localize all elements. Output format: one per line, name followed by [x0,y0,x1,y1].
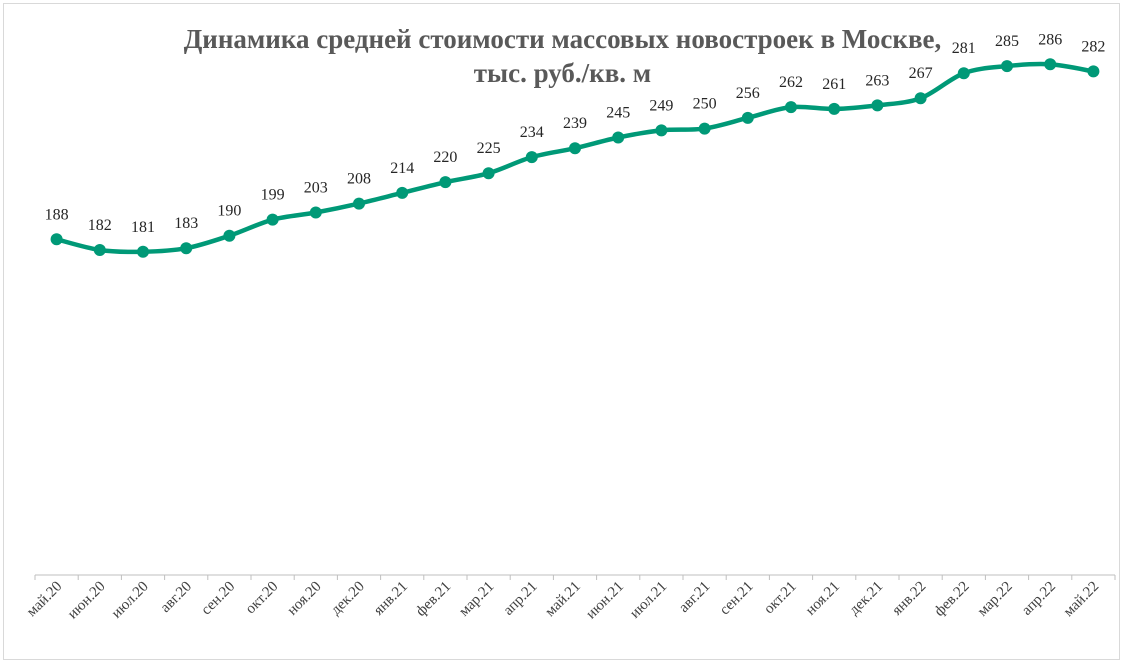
x-tick-label: мар.22 [975,579,1016,620]
data-point [137,245,149,258]
data-label: 281 [952,40,976,57]
data-label: 245 [606,105,630,122]
data-label: 261 [822,76,846,93]
data-point [223,229,236,242]
data-point [1001,60,1013,73]
data-point [266,213,279,226]
x-tick-label: ноя.20 [284,579,324,619]
series-points [50,58,1100,258]
data-label: 190 [217,203,241,220]
data-label: 286 [1038,31,1062,48]
data-label: 203 [304,180,328,197]
x-tick-label: дек.21 [846,579,886,619]
data-point [828,102,841,115]
x-tick-label: окт.20 [243,579,282,618]
data-point [353,197,365,210]
x-tick-label: янв.22 [889,579,929,619]
x-tick-label: апр.22 [1019,579,1059,619]
data-label: 263 [865,72,889,89]
data-label: 181 [131,219,155,236]
x-tick-label: авг.20 [158,579,195,616]
x-axis-labels: май.20 июн.20 июл.20 авг.20 сен.20 окт.20 ноя.… [24,579,1102,623]
data-label: 234 [520,124,544,141]
x-axis-ticks [34,575,1116,580]
x-tick-label: дек.20 [328,579,368,619]
data-label: 182 [88,217,112,234]
chart-title-block: Динамика средней стоимости массовых ново… [0,22,1125,90]
data-point [871,99,884,112]
data-point [655,124,668,137]
data-point [482,167,495,180]
x-tick-label: окт.21 [761,579,800,618]
data-label: 220 [433,149,457,166]
data-label: 208 [347,171,371,188]
data-point [957,67,970,80]
x-tick-label: ноя.21 [803,579,843,619]
data-label: 250 [693,96,717,113]
data-point [785,101,797,114]
x-tick-label: фев.21 [413,579,454,620]
x-tick-label: май.20 [24,579,66,621]
data-label: 183 [174,215,198,232]
data-label: 256 [736,85,760,102]
data-point [309,206,322,219]
series-line [54,61,1096,255]
data-point [698,122,711,135]
x-tick-label: сен.21 [717,579,757,619]
data-label: 285 [995,33,1019,50]
data-label: 199 [261,187,285,204]
data-point [741,111,754,124]
x-tick-label: май.22 [1061,579,1103,621]
data-point [612,131,625,144]
data-label: 262 [779,74,803,91]
data-label: 225 [477,140,501,157]
data-point [50,233,63,246]
data-point [525,151,538,164]
data-point [1044,58,1057,71]
chart-subtitle: тыс. руб./кв. м [473,58,652,88]
x-tick-label: июн.21 [583,579,627,623]
data-labels: 188 182 181 183 190 199 203 208 214 220 225 234 239 2… [45,31,1106,236]
x-tick-label: апр.21 [501,579,541,619]
data-label: 249 [649,97,673,114]
x-tick-label: сен.20 [198,579,238,619]
data-label: 214 [390,160,414,177]
data-point [396,186,409,199]
chart-title: Динамика средней стоимости массовых ново… [183,24,942,54]
x-tick-label: июл.20 [109,579,152,622]
x-tick-label: май.21 [542,579,584,621]
x-tick-label: июл.21 [627,579,670,622]
data-label: 282 [1081,38,1105,55]
data-point [914,92,927,105]
x-tick-label: мар.21 [456,579,497,620]
data-point [180,242,193,255]
data-label: 239 [563,115,587,132]
data-label: 188 [45,206,69,223]
x-tick-label: янв.21 [371,579,411,619]
chart-frame [3,3,1120,660]
data-label: 267 [909,65,933,82]
data-point [93,244,106,256]
data-point [439,176,452,189]
x-tick-label: авг.21 [676,579,713,616]
x-tick-label: фев.22 [931,579,972,620]
x-tick-label: июн.20 [65,579,109,623]
data-point [569,142,581,155]
data-point [1087,65,1100,78]
